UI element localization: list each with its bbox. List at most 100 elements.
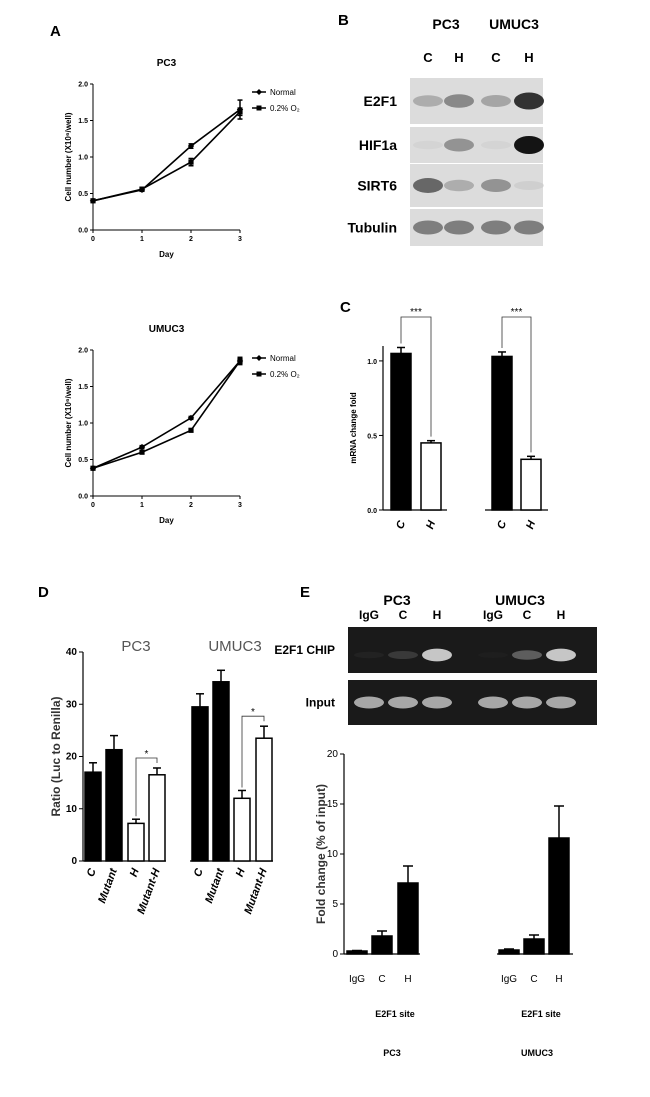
data-point-diamond — [187, 142, 195, 150]
blot-band — [514, 220, 544, 235]
gel-band — [354, 651, 384, 659]
bar — [498, 949, 520, 955]
gel-row-label: Input — [306, 696, 335, 710]
legend-label: Normal — [270, 354, 296, 363]
bar — [491, 355, 513, 511]
significance-marker: *** — [511, 307, 523, 318]
significance-marker: * — [145, 749, 149, 760]
y-axis-label: Cell number (X10⁶/well) — [64, 112, 73, 201]
bar — [397, 882, 419, 955]
lane-label: C — [523, 608, 532, 622]
significance-bracket — [241, 715, 265, 788]
y-tick-label: 0.0 — [367, 508, 377, 515]
blot-band — [444, 138, 474, 152]
blot-row-label: HIF1a — [359, 137, 397, 153]
bar — [148, 774, 166, 862]
gel-band — [478, 652, 508, 658]
data-point-square — [90, 465, 96, 471]
blot-band — [444, 220, 474, 235]
lane-label: IgG — [359, 608, 379, 622]
legend-marker — [256, 105, 262, 111]
y-tick-label: 1.0 — [78, 421, 88, 428]
x-tick-label: H — [424, 518, 438, 531]
y-tick-label: 0.5 — [78, 457, 88, 464]
blot-band — [514, 136, 544, 154]
series-line-1 — [92, 111, 241, 202]
legend-label: 0.2% O₂ — [270, 370, 300, 379]
gel-band — [422, 648, 452, 662]
bar — [84, 771, 102, 862]
blot-band — [444, 94, 474, 108]
gel-band — [422, 696, 452, 709]
site-label: E2F1 site — [375, 1009, 415, 1019]
x-tick-label: 0 — [91, 502, 95, 509]
significance-marker: * — [251, 707, 255, 718]
gel-band — [354, 696, 384, 709]
x-tick-label: H — [128, 866, 142, 879]
y-tick-label: 0 — [332, 949, 338, 960]
panel-label-b: B — [338, 12, 349, 29]
western-blot: PC3 UMUC3 C H C H E2F1 HIF1a SIRT6 Tubulin — [348, 16, 544, 246]
group-label: UMUC3 — [208, 638, 261, 655]
bar — [523, 938, 545, 955]
y-tick-label: 0.0 — [78, 494, 88, 501]
y-tick-label: 0.5 — [367, 433, 377, 440]
gel-band — [388, 651, 418, 659]
lane-label: H — [557, 608, 566, 622]
x-tick-label: H — [524, 518, 538, 531]
y-axis-label: Ratio (Luc to Renilla) — [49, 696, 63, 816]
panel-label-c: C — [340, 299, 351, 316]
blot-row-label: Tubulin — [348, 220, 398, 236]
blot-band — [514, 92, 544, 110]
x-axis-label: Day — [159, 516, 174, 525]
legend-marker — [256, 371, 262, 377]
legend-label: 0.2% O₂ — [270, 104, 300, 113]
y-axis-label: Fold change (% of input) — [314, 784, 328, 924]
blot-band — [481, 179, 511, 192]
blot-band — [481, 95, 511, 107]
lane-label: C — [491, 50, 501, 65]
y-tick-label: 0.0 — [78, 228, 88, 235]
legend-marker — [256, 355, 262, 361]
bar — [191, 706, 209, 862]
x-tick-label: 0 — [91, 236, 95, 243]
blot-band — [413, 95, 443, 107]
x-tick-label: 2 — [189, 236, 193, 243]
bar — [105, 748, 123, 862]
data-point-diamond — [138, 443, 146, 451]
x-tick-label: Mutant — [203, 866, 227, 905]
lane-label: H — [433, 608, 442, 622]
gel-band — [546, 696, 576, 709]
bar — [371, 935, 393, 955]
chip-bar-chart: 0 5 10 15 20 Fold change (% of input) IgG C H IgG… — [314, 749, 573, 1058]
group-label: PC3 — [383, 1048, 401, 1058]
lane-label: C — [423, 50, 433, 65]
blot-band — [444, 179, 474, 192]
y-tick-label: 1.0 — [78, 155, 88, 162]
chart-title: UMUC3 — [149, 324, 185, 335]
x-tick-label: C — [378, 974, 385, 985]
gel-band — [512, 650, 542, 660]
bar — [420, 442, 442, 511]
gel-box — [348, 627, 473, 673]
x-tick-label: Mutant — [96, 866, 120, 905]
blot-band — [413, 178, 443, 193]
panel-label-e: E — [300, 584, 310, 601]
gel-band — [546, 648, 576, 662]
y-tick-label: 2.0 — [78, 82, 88, 89]
lane-label: H — [524, 50, 533, 65]
x-tick-label: C — [530, 974, 537, 985]
growth-chart-pc3: PC3 0.0 0.5 1.0 1.5 2.0 0 1 2 3 Day Cell number (X1… — [64, 58, 300, 259]
y-tick-label: 10 — [66, 804, 78, 815]
blot-row-label: SIRT6 — [357, 178, 397, 194]
lane-label: IgG — [483, 608, 503, 622]
chart-title: PC3 — [157, 58, 177, 69]
series-line-0 — [92, 108, 241, 202]
y-tick-label: 1.5 — [78, 384, 88, 391]
data-point-square — [188, 159, 194, 165]
x-tick-label: H — [555, 974, 562, 985]
cell-line-label: PC3 — [432, 16, 459, 32]
bar — [255, 737, 273, 862]
series-line-1 — [92, 360, 241, 470]
